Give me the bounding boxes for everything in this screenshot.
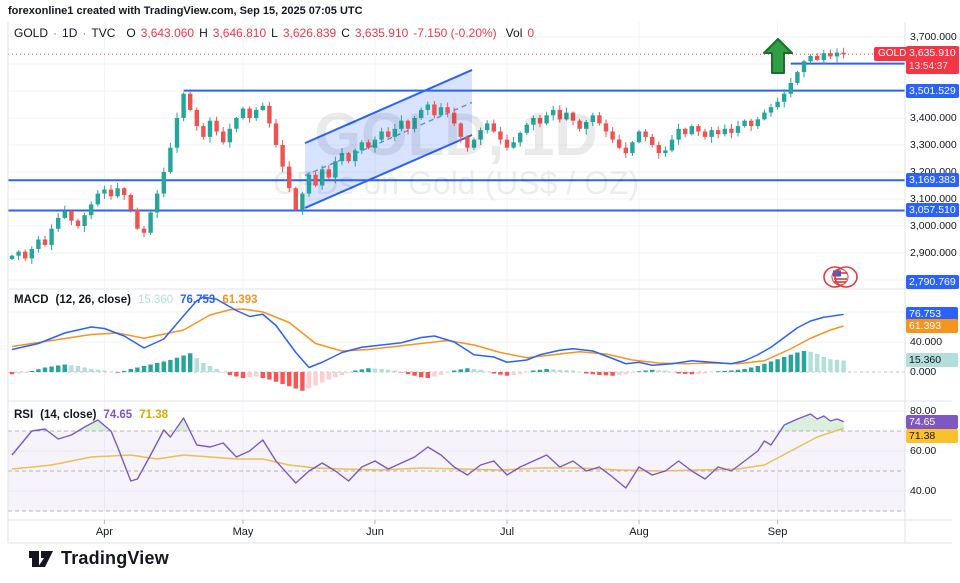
up-arrow-annotation[interactable] <box>762 37 794 79</box>
candles-layer <box>9 47 846 265</box>
rsi-pane <box>11 413 844 489</box>
time-axis-label: Jul <box>499 526 515 538</box>
trend-channel <box>304 69 473 209</box>
rsi-band <box>8 430 905 512</box>
time-axis-label: May <box>232 526 254 538</box>
bar-countdown: 13:54:37 <box>909 61 948 73</box>
symbol-price-label-badge: GOLD <box>874 47 911 62</box>
tradingview-logo[interactable]: TradingView <box>28 548 169 569</box>
time-axis[interactable]: Apr May Jun Jul Aug Sep <box>0 520 960 543</box>
time-axis-label: Sep <box>767 526 788 538</box>
time-axis-label: Aug <box>629 526 649 538</box>
time-axis-label: Jun <box>366 526 384 538</box>
macd-pane <box>8 296 905 391</box>
current-price-badge: 3,635.910 13:54:37 <box>906 46 959 75</box>
pane-borders <box>7 22 952 544</box>
us-flag-event-icon[interactable] <box>822 264 859 295</box>
time-axis-label: Apr <box>95 526 113 538</box>
us-flag-icon <box>823 265 859 288</box>
tradingview-logo-icon <box>29 550 53 567</box>
tradingview-logo-text: TradingView <box>61 548 169 568</box>
up-arrow-icon <box>762 37 793 74</box>
current-price-value: 3,635.910 <box>909 47 956 60</box>
